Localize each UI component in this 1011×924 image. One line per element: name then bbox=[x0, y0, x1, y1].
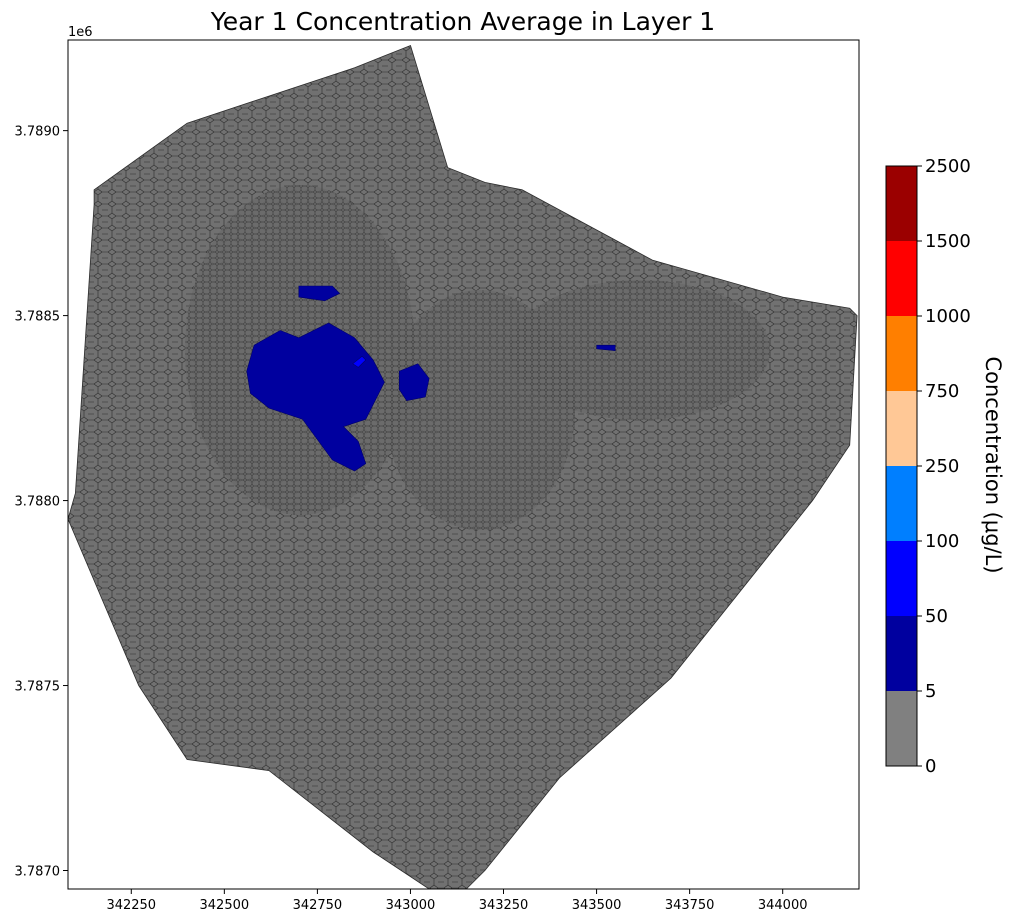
colorbar-tick-label: 250 bbox=[925, 456, 959, 477]
colorbar-tick-label: 50 bbox=[925, 606, 948, 627]
x-tick-label: 342750 bbox=[293, 898, 343, 913]
x-axis: 342250 342500 342750 343000 343250 343500 3437… bbox=[106, 889, 808, 913]
x-tick-label: 343750 bbox=[665, 898, 715, 913]
plume-zone-3 bbox=[399, 363, 430, 402]
colorbar-tick-label: 0 bbox=[925, 756, 936, 777]
y-axis-offset-label: 1e6 bbox=[68, 25, 93, 40]
colorbar-segment bbox=[886, 616, 917, 691]
y-axis: 3.7870 3.7875 3.7880 3.7885 3.7890 bbox=[15, 125, 68, 880]
x-tick-label: 342500 bbox=[200, 898, 250, 913]
colorbar-segment bbox=[886, 466, 917, 541]
colorbar-segment bbox=[886, 316, 917, 391]
y-tick-label: 3.7885 bbox=[15, 310, 61, 325]
plume-zone-5 bbox=[352, 355, 367, 368]
mesh-refinement-zone-right bbox=[510, 280, 770, 420]
x-tick-label: 342250 bbox=[106, 898, 156, 913]
x-tick-label: 343000 bbox=[386, 898, 436, 913]
plume-zone-4 bbox=[596, 344, 616, 352]
y-tick-label: 3.7875 bbox=[15, 680, 61, 695]
colorbar-segment bbox=[886, 391, 917, 466]
colorbar-segment bbox=[886, 241, 917, 316]
colorbar-label: Concentration (μg/L) bbox=[981, 356, 1005, 573]
colorbar-tick-label: 100 bbox=[925, 531, 959, 552]
y-tick-label: 3.7890 bbox=[15, 125, 61, 140]
colorbar-tick-label: 750 bbox=[925, 381, 959, 402]
colorbar bbox=[885, 165, 918, 767]
colorbar-ticks: 0 5 50 100 250 750 1000 1500 2500 bbox=[917, 156, 971, 777]
plot-area bbox=[68, 44, 858, 889]
plume-zone-2 bbox=[298, 285, 341, 302]
chart-title: Year 1 Concentration Average in Layer 1 bbox=[210, 7, 715, 36]
colorbar-tick-label: 5 bbox=[925, 681, 936, 702]
colorbar-segment bbox=[886, 166, 917, 241]
x-tick-label: 343250 bbox=[479, 898, 529, 913]
axes-frame bbox=[67, 39, 860, 890]
x-tick-label: 344000 bbox=[758, 898, 808, 913]
colorbar-segment bbox=[886, 691, 917, 766]
colorbar-tick-label: 1500 bbox=[925, 231, 971, 252]
concentration-plumes bbox=[246, 285, 616, 472]
colorbar-tick-label: 2500 bbox=[925, 156, 971, 177]
x-tick-label: 343500 bbox=[572, 898, 622, 913]
y-tick-label: 3.7870 bbox=[15, 865, 61, 880]
y-tick-label: 3.7880 bbox=[15, 495, 61, 510]
colorbar-tick-label: 1000 bbox=[925, 306, 971, 327]
plume-zone-1 bbox=[246, 322, 385, 472]
colorbar-segment bbox=[886, 541, 917, 616]
